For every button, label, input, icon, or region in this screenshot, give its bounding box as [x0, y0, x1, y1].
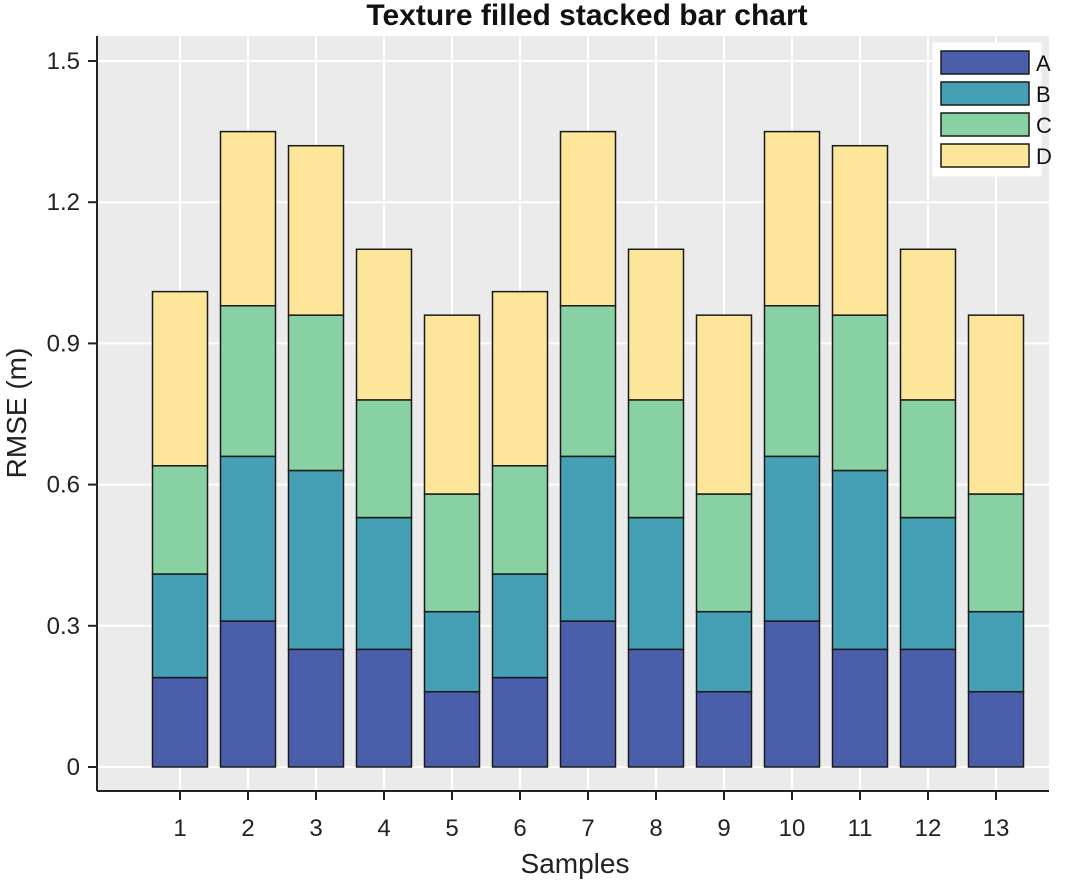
bar-segment-d-4 [355, 248, 413, 401]
x-tick-label: 5 [445, 815, 458, 842]
bar-segment-d-5 [423, 314, 481, 495]
bar-segment-a-2 [219, 620, 277, 768]
bar-segment-d-8 [627, 248, 685, 401]
bar-segment-a-12 [899, 648, 957, 768]
bar-segment-d-7 [559, 130, 617, 307]
x-tick-label: 11 [848, 815, 873, 842]
bar-segment-c-8 [627, 399, 685, 519]
bar-segment-b-12 [899, 516, 957, 651]
bar-segment-a-8 [627, 648, 685, 768]
y-tick-label: 1.5 [47, 48, 80, 75]
bar-segment-b-10 [763, 455, 821, 622]
y-tick-label: 1.2 [47, 189, 80, 216]
legend-swatch-d [940, 143, 1030, 168]
x-tick-label: 9 [717, 815, 730, 842]
bar-segment-b-4 [355, 516, 413, 651]
bar-segment-a-3 [287, 648, 345, 768]
bar-segment-d-10 [763, 130, 821, 307]
bar-segment-d-1 [151, 290, 209, 467]
bar-segment-c-6 [491, 465, 549, 575]
x-tick-label: 1 [173, 815, 186, 842]
bar-segment-a-5 [423, 690, 481, 768]
x-tick-label: 2 [241, 815, 254, 842]
bar-segment-b-8 [627, 516, 685, 651]
y-ticks: 0 0.3 0.6 0.9 1.2 1.5 [47, 48, 97, 781]
y-axis-label: RMSE (m) [1, 348, 32, 479]
x-tick-label: 12 [915, 815, 942, 842]
y-tick-label: 0 [67, 754, 80, 781]
bar-segment-c-13 [967, 493, 1025, 613]
legend-swatch-a [940, 50, 1030, 75]
bar-segment-c-10 [763, 304, 821, 458]
bar-segment-a-11 [831, 648, 889, 768]
bar-segment-b-6 [491, 573, 549, 679]
bar-segment-a-6 [491, 676, 549, 768]
bar-segment-c-11 [831, 314, 889, 472]
legend-label-d: D [1036, 144, 1052, 169]
bar-segment-b-13 [967, 610, 1025, 693]
bar-segment-b-5 [423, 610, 481, 693]
bar-segment-a-7 [559, 620, 617, 768]
bar-segment-b-2 [219, 455, 277, 622]
x-tick-label: 7 [581, 815, 594, 842]
x-tick-label: 3 [309, 815, 322, 842]
x-axis-label: Samples [521, 848, 630, 879]
bars [151, 130, 1025, 768]
bar-segment-d-9 [695, 314, 753, 495]
bar-segment-b-9 [695, 610, 753, 693]
y-tick-label: 0.9 [47, 330, 80, 357]
x-tick-label: 4 [377, 815, 390, 842]
bar-segment-b-11 [831, 469, 889, 651]
legend-label-c: C [1036, 113, 1052, 138]
bar-segment-c-9 [695, 493, 753, 613]
legend-label-b: B [1036, 82, 1051, 107]
legend-swatch-c [940, 112, 1030, 137]
bar-segment-d-6 [491, 290, 549, 467]
bar-segment-a-9 [695, 690, 753, 768]
bar-segment-a-10 [763, 620, 821, 768]
bar-segment-d-2 [219, 130, 277, 307]
bar-segment-b-1 [151, 573, 209, 679]
legend-label-a: A [1036, 51, 1051, 76]
x-tick-label: 13 [983, 815, 1010, 842]
bar-segment-c-5 [423, 493, 481, 613]
bar-segment-b-3 [287, 469, 345, 651]
y-tick-label: 0.6 [47, 472, 80, 499]
bar-segment-d-12 [899, 248, 957, 401]
x-tick-label: 8 [649, 815, 662, 842]
bar-segment-c-2 [219, 304, 277, 458]
bar-segment-a-13 [967, 690, 1025, 768]
legend-swatch-b [940, 81, 1030, 106]
bar-segment-c-7 [559, 304, 617, 458]
x-tick-label: 6 [513, 815, 526, 842]
bar-segment-a-4 [355, 648, 413, 768]
bar-segment-c-12 [899, 399, 957, 519]
bar-segment-d-11 [831, 144, 889, 316]
bar-segment-c-3 [287, 314, 345, 472]
axes [96, 36, 1049, 792]
y-tick-label: 0.3 [47, 613, 80, 640]
bar-segment-d-3 [287, 144, 345, 316]
x-ticks: 1 2 3 4 5 6 7 8 9 10 11 12 13 [173, 791, 1009, 842]
x-tick-label: 10 [779, 815, 806, 842]
bar-segment-c-4 [355, 399, 413, 519]
bar-segment-a-1 [151, 676, 209, 768]
chart-title: Texture filled stacked bar chart [366, 0, 807, 32]
bar-segment-c-1 [151, 465, 209, 575]
bar-segment-b-7 [559, 455, 617, 622]
bar-segment-d-13 [967, 314, 1025, 495]
